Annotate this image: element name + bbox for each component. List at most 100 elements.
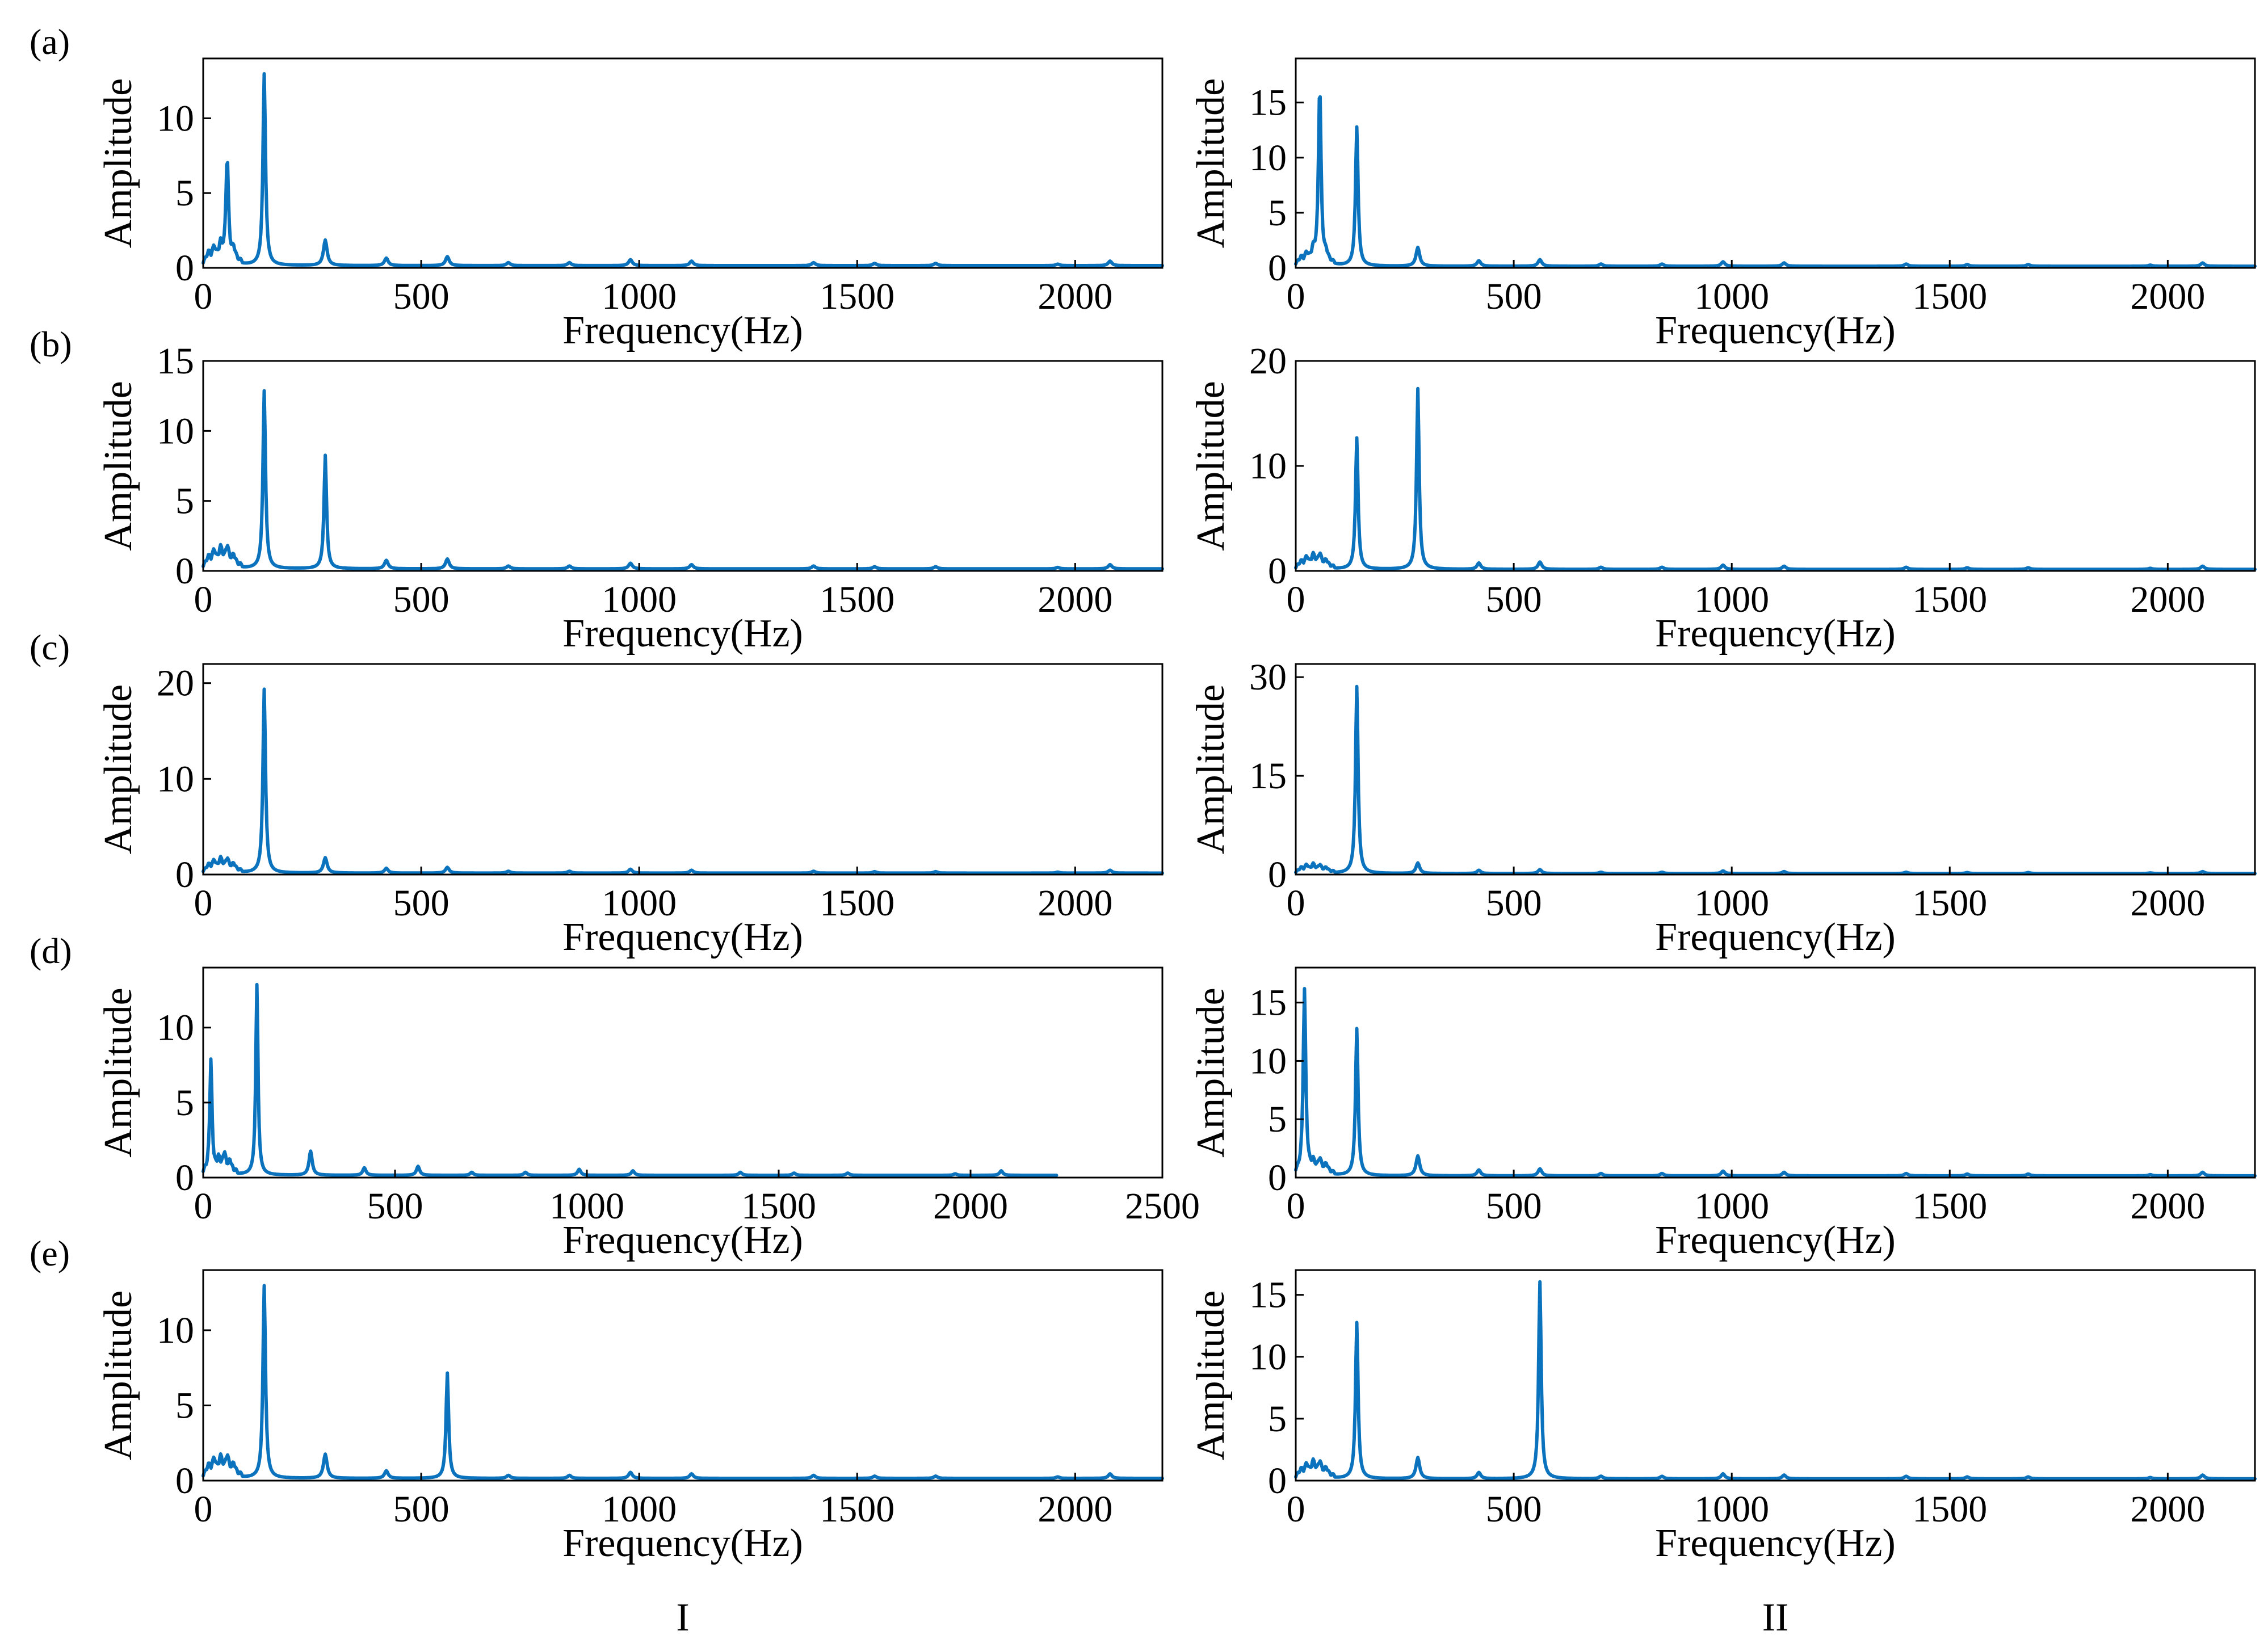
- x-axis-label-d-I: Frequency(Hz): [562, 1218, 803, 1262]
- series-line-a-II: [1294, 95, 2257, 268]
- x-axis-label-d-II: Frequency(Hz): [1655, 1218, 1896, 1262]
- x-tick-label-c-II-1000: 1000: [1694, 882, 1769, 924]
- x-tick-label-b-I-1500: 1500: [820, 579, 894, 620]
- y-axis-label-d-II: Amplitude: [1189, 987, 1233, 1157]
- y-tick-label-a-I-10: 10: [157, 98, 194, 139]
- x-tick-label-c-I-500: 500: [393, 882, 450, 924]
- plot-frame-e-II: [1295, 1269, 2256, 1482]
- y-tick-label-a-I-5: 5: [175, 173, 194, 214]
- x-tick-label-e-II-1500: 1500: [1912, 1489, 1987, 1530]
- x-tick-label-d-II-0: 0: [1287, 1186, 1305, 1227]
- series-line-e-I: [201, 1284, 1164, 1480]
- series-line-b-I: [201, 389, 1164, 571]
- x-tick-label-d-I-0: 0: [194, 1186, 213, 1227]
- y-tick-label-b-I-10: 10: [157, 410, 194, 452]
- y-tick-label-c-I-20: 20: [157, 663, 194, 704]
- x-tick-label-c-I-1000: 1000: [602, 882, 677, 924]
- x-tick-label-d-I-2000: 2000: [933, 1186, 1008, 1227]
- plot-frame-c-II: [1295, 663, 2256, 876]
- y-tick-label-d-II-0: 0: [1268, 1157, 1287, 1199]
- x-tick-label-a-I-0: 0: [194, 276, 213, 317]
- x-tick-label-c-I-2000: 2000: [1038, 882, 1112, 924]
- x-tick-label-c-II-0: 0: [1287, 882, 1305, 924]
- x-tick-label-a-I-2000: 2000: [1038, 276, 1112, 317]
- y-tick-label-e-II-10: 10: [1249, 1336, 1287, 1378]
- x-tick-label-e-I-1500: 1500: [820, 1489, 894, 1530]
- y-tick-label-d-I-5: 5: [175, 1082, 194, 1124]
- x-tick-label-b-I-1000: 1000: [602, 579, 677, 620]
- y-tick-label-b-II-10: 10: [1249, 445, 1287, 487]
- y-axis-label-e-I: Amplitude: [96, 1291, 140, 1460]
- y-tick-label-a-I-0: 0: [175, 247, 194, 289]
- x-tick-label-b-II-500: 500: [1486, 579, 1542, 620]
- x-tick-label-d-I-1000: 1000: [549, 1186, 624, 1227]
- x-tick-label-d-II-2000: 2000: [2130, 1186, 2205, 1227]
- x-tick-label-e-II-2000: 2000: [2130, 1489, 2205, 1530]
- x-tick-label-b-I-2000: 2000: [1038, 579, 1112, 620]
- y-tick-label-b-I-5: 5: [175, 481, 194, 522]
- plot-frame-b-I: [202, 360, 1164, 572]
- x-tick-label-c-II-500: 500: [1486, 882, 1542, 924]
- y-tick-label-d-II-5: 5: [1268, 1099, 1287, 1140]
- x-tick-label-e-II-0: 0: [1287, 1489, 1305, 1530]
- y-tick-label-b-II-20: 20: [1249, 341, 1287, 382]
- y-tick-label-a-II-5: 5: [1268, 192, 1287, 234]
- plot-frame-b-II: [1295, 360, 2256, 572]
- x-tick-label-e-II-500: 500: [1486, 1489, 1542, 1530]
- x-tick-label-d-II-500: 500: [1486, 1186, 1542, 1227]
- panel-label-c: (c): [30, 627, 70, 667]
- y-tick-label-e-II-15: 15: [1249, 1275, 1287, 1316]
- series-line-b-II: [1294, 386, 2257, 571]
- x-tick-label-e-I-2000: 2000: [1038, 1489, 1112, 1530]
- y-tick-label-a-II-10: 10: [1249, 137, 1287, 179]
- x-tick-label-e-II-1000: 1000: [1694, 1489, 1769, 1530]
- series-line-c-II: [1294, 684, 2257, 876]
- x-tick-label-b-I-0: 0: [194, 579, 213, 620]
- x-tick-label-e-I-500: 500: [393, 1489, 450, 1530]
- x-tick-label-a-II-1000: 1000: [1694, 276, 1769, 317]
- x-tick-label-a-II-0: 0: [1287, 276, 1305, 317]
- y-tick-label-b-I-0: 0: [175, 550, 194, 592]
- x-tick-label-c-I-0: 0: [194, 882, 213, 924]
- x-tick-label-b-I-500: 500: [393, 579, 450, 620]
- y-tick-label-d-I-10: 10: [157, 1007, 194, 1049]
- x-tick-label-d-II-1500: 1500: [1912, 1186, 1987, 1227]
- series-line-e-II: [1294, 1280, 2257, 1481]
- y-axis-label-d-I: Amplitude: [96, 987, 140, 1157]
- y-axis-label-b-II: Amplitude: [1189, 381, 1233, 550]
- panel-label-d: (d): [30, 931, 72, 971]
- x-tick-label-d-I-1500: 1500: [741, 1186, 816, 1227]
- y-axis-label-b-I: Amplitude: [96, 381, 140, 550]
- series-line-d-II: [1294, 987, 2257, 1178]
- y-tick-label-a-II-0: 0: [1268, 247, 1287, 289]
- y-tick-label-e-I-0: 0: [175, 1460, 194, 1502]
- x-tick-label-a-II-2000: 2000: [2130, 276, 2205, 317]
- y-axis-label-e-II: Amplitude: [1189, 1291, 1233, 1460]
- y-tick-label-b-I-15: 15: [157, 341, 194, 382]
- y-tick-label-e-I-5: 5: [175, 1385, 194, 1427]
- x-tick-label-d-II-1000: 1000: [1694, 1186, 1769, 1227]
- plot-frame-c-I: [202, 663, 1164, 876]
- y-tick-label-c-I-0: 0: [175, 854, 194, 896]
- x-tick-label-c-II-2000: 2000: [2130, 882, 2205, 924]
- y-tick-label-d-I-0: 0: [175, 1157, 194, 1199]
- x-tick-label-c-I-1500: 1500: [820, 882, 894, 924]
- x-axis-label-e-I: Frequency(Hz): [562, 1521, 803, 1565]
- x-tick-label-e-I-1000: 1000: [602, 1489, 677, 1530]
- y-tick-label-c-II-15: 15: [1249, 755, 1287, 797]
- plot-frame-a-II: [1295, 57, 2256, 269]
- y-tick-label-c-II-0: 0: [1268, 854, 1287, 896]
- plot-frame-d-I: [202, 966, 1164, 1179]
- x-tick-label-a-I-500: 500: [393, 276, 450, 317]
- y-tick-label-e-I-10: 10: [157, 1310, 194, 1351]
- x-axis-label-a-I: Frequency(Hz): [562, 309, 803, 352]
- y-tick-label-e-II-0: 0: [1268, 1460, 1287, 1502]
- y-tick-label-a-II-15: 15: [1249, 82, 1287, 124]
- y-tick-label-c-II-30: 30: [1249, 657, 1287, 698]
- x-axis-label-b-I: Frequency(Hz): [562, 612, 803, 655]
- y-tick-label-c-I-10: 10: [157, 758, 194, 800]
- series-line-d-I: [201, 982, 1059, 1177]
- column-label-1: I: [676, 1596, 689, 1640]
- column-label-2: II: [1762, 1596, 1789, 1640]
